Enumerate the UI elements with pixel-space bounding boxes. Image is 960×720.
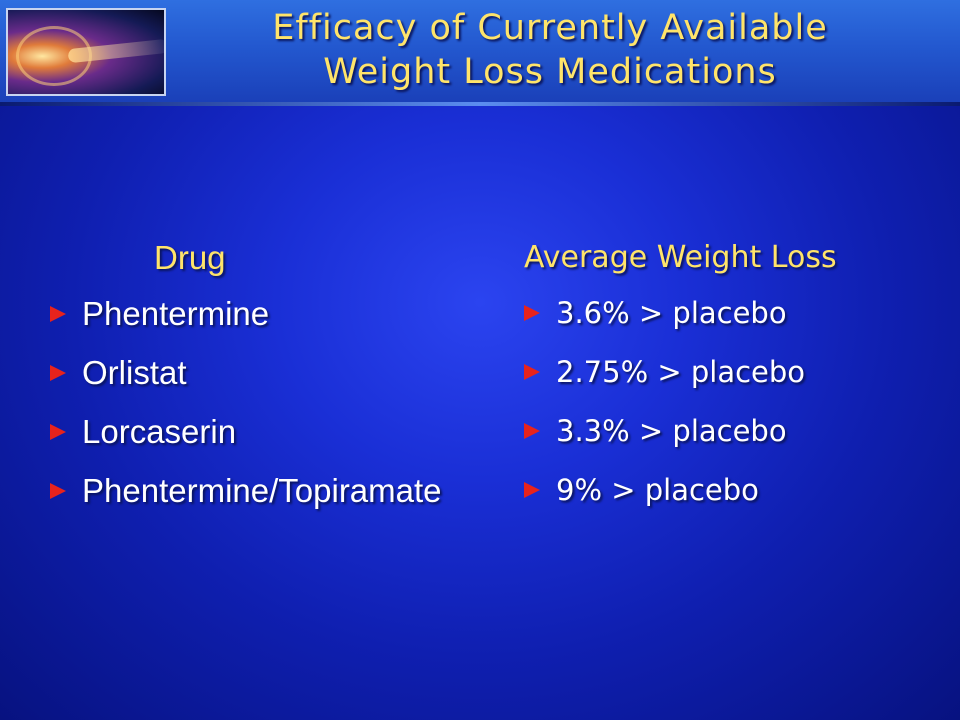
drug-column: Drug Phentermine Orlistat Lorcaserin Phe… [50,232,510,520]
drug-list-item: Orlistat [50,343,510,402]
slide-title-line-2: Weight Loss Medications [323,52,777,92]
weight-loss-list-item: 9% > placebo [524,461,944,520]
weight-loss-list-item: 3.6% > placebo [524,284,944,343]
drug-name: Phentermine [82,295,270,332]
triangle-bullet-icon [524,423,540,439]
title-banner: Efficacy of Currently Available Weight L… [0,0,960,104]
drug-name: Orlistat [82,354,187,391]
triangle-bullet-icon [524,364,540,380]
drug-column-header: Drug [154,239,226,276]
weight-loss-list-item: 3.3% > placebo [524,402,944,461]
weight-loss-value: 2.75% > placebo [556,355,806,389]
weight-loss-column-header: Average Weight Loss [524,240,837,275]
drug-list-item: Lorcaserin [50,402,510,461]
weight-loss-value: 3.3% > placebo [556,414,787,448]
weight-loss-value: 3.6% > placebo [556,296,787,330]
drug-list: Phentermine Orlistat Lorcaserin Phenterm… [50,284,510,520]
slide-title-line-1: Efficacy of Currently Available [272,8,828,48]
triangle-bullet-icon [524,482,540,498]
logo-image [6,8,166,96]
slide-title: Efficacy of Currently Available Weight L… [180,6,920,94]
drug-name: Phentermine/Topiramate [82,472,442,509]
triangle-bullet-icon [50,306,66,323]
triangle-bullet-icon [50,365,66,382]
title-divider [0,102,960,106]
weight-loss-value: 9% > placebo [556,473,759,507]
weight-loss-list-item: 2.75% > placebo [524,343,944,402]
triangle-bullet-icon [50,424,66,441]
drug-name: Lorcaserin [82,413,237,450]
drug-list-item: Phentermine/Topiramate [50,461,510,520]
triangle-bullet-icon [524,305,540,321]
weight-loss-column: Average Weight Loss 3.6% > placebo 2.75%… [524,232,944,520]
weight-loss-list: 3.6% > placebo 2.75% > placebo 3.3% > pl… [524,284,944,520]
triangle-bullet-icon [50,483,66,500]
drug-list-item: Phentermine [50,284,510,343]
